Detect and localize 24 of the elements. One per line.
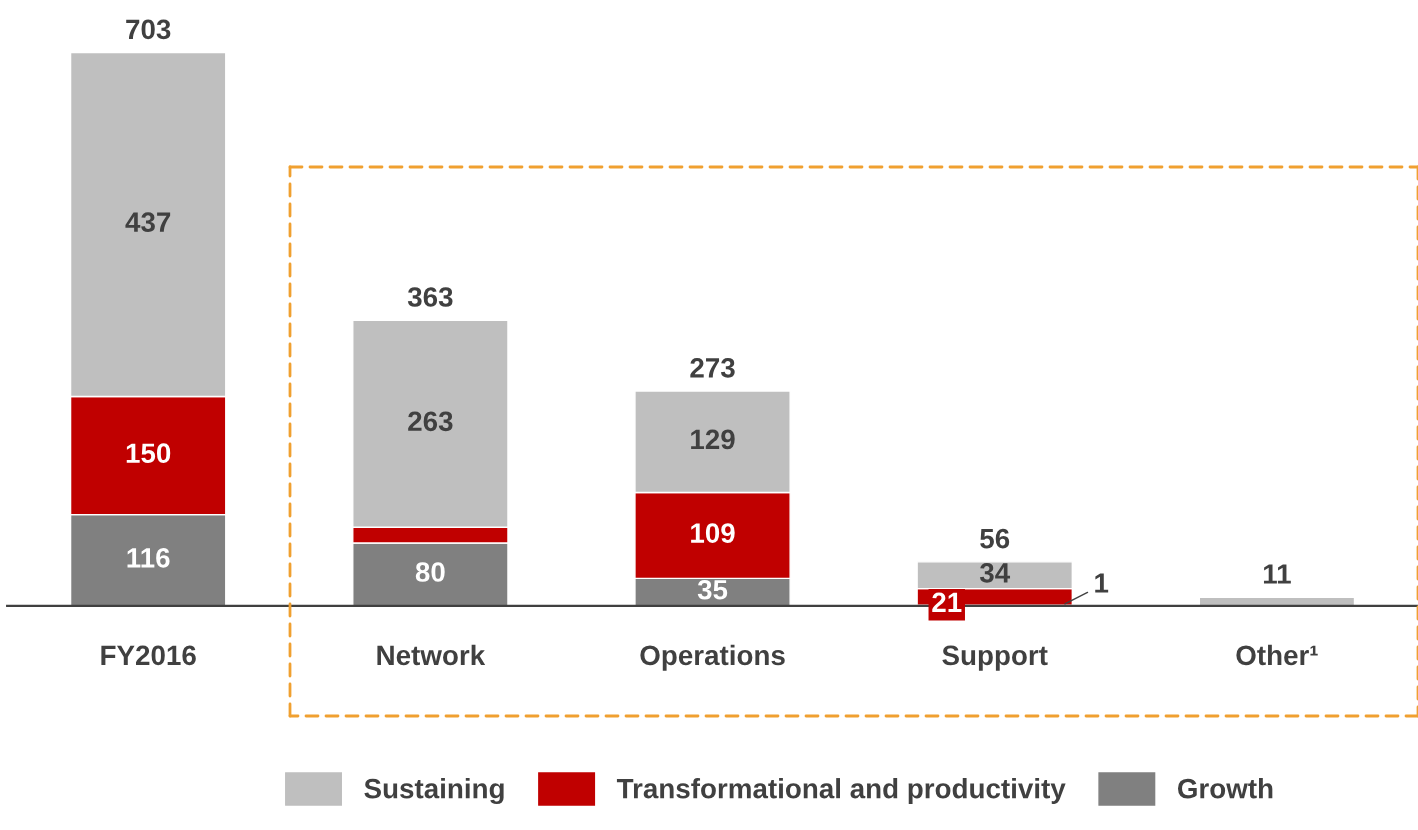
x-tick-label: Operations (640, 644, 785, 671)
legend-label: Growth (1177, 778, 1273, 799)
total-label: 273 (690, 357, 735, 378)
data-label: 109 (691, 523, 735, 543)
data-label: 116 (127, 548, 170, 568)
data-label: 34 (979, 562, 1011, 583)
data-label: 1 (1095, 573, 1109, 593)
data-label: 129 (691, 429, 735, 450)
data-label: 35 (697, 579, 728, 600)
total-label: 56 (980, 528, 1010, 549)
data-label: 263 (408, 411, 453, 432)
legend-label: Sustaining (364, 778, 504, 805)
x-tick-label: Network (377, 644, 486, 666)
legend-label: Transformational and productivity (616, 778, 1066, 804)
total-label: 11 (1263, 564, 1291, 584)
data-label: 150 (126, 443, 171, 464)
x-tick-label: Support (942, 645, 1048, 671)
total-label: 703 (126, 19, 171, 40)
data-label: 437 (125, 212, 171, 233)
data-label: 21 (932, 592, 962, 612)
x-tick-label: Other¹ (1236, 644, 1318, 666)
data-label: 80 (415, 562, 445, 582)
x-tick-label: FY2016 (101, 645, 196, 666)
total-label: 363 (407, 287, 453, 307)
